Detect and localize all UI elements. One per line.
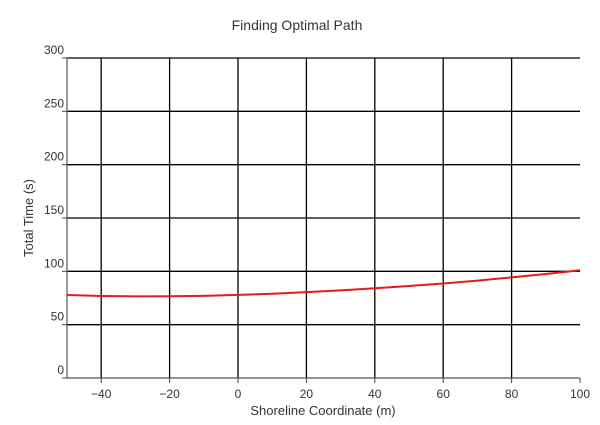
x-tick-label-100: 100 bbox=[570, 387, 590, 401]
x-tick-label-40: 40 bbox=[368, 387, 382, 401]
y-tick-label-50: 50 bbox=[51, 310, 65, 324]
series-layer bbox=[66, 269, 581, 298]
y-tick-label-200: 200 bbox=[44, 150, 64, 164]
x-axis-label: Shoreline Coordinate (m) bbox=[250, 403, 395, 418]
y-tick-label-100: 100 bbox=[44, 256, 64, 270]
y-axis-label: Total Time (s) bbox=[21, 179, 36, 257]
x-tick-label-60: 60 bbox=[437, 387, 451, 401]
grid bbox=[67, 57, 580, 378]
y-tick-label-300: 300 bbox=[44, 43, 64, 57]
y-tick-label-0: 0 bbox=[57, 363, 64, 377]
axes bbox=[62, 57, 581, 383]
x-tick-label-0: 0 bbox=[235, 387, 242, 401]
y-tick-label-150: 150 bbox=[44, 203, 64, 217]
x-tick-label-20: 20 bbox=[300, 387, 314, 401]
tick-labels: 0 50 100 150 200 250 300 −40 −20 0 20 40 60 80 100 bbox=[44, 43, 590, 401]
x-tick-label-80: 80 bbox=[505, 387, 519, 401]
y-tick-label-250: 250 bbox=[44, 96, 64, 110]
chart-title: Finding Optimal Path bbox=[232, 17, 363, 33]
x-tick-label--20: −20 bbox=[159, 387, 180, 401]
x-tick-label--40: −40 bbox=[91, 387, 112, 401]
series-line-0 bbox=[66, 269, 581, 298]
